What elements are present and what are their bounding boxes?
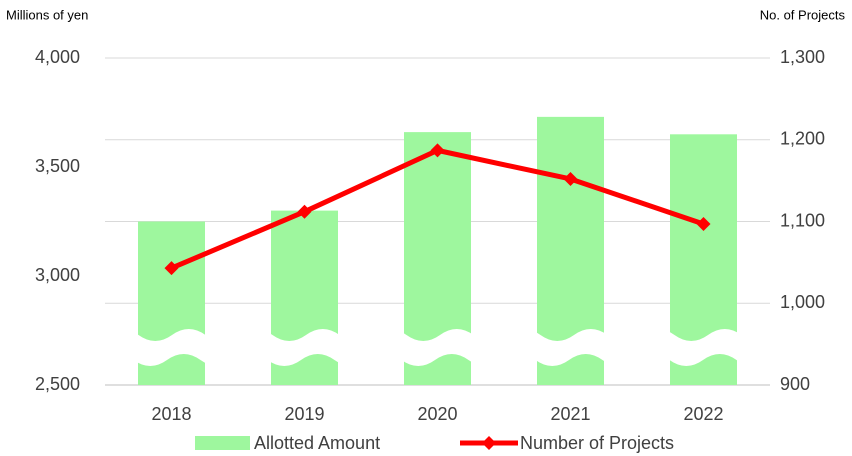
y2-axis-title: No. of Projects: [760, 7, 846, 22]
y-tick-label: 3,000: [35, 265, 80, 285]
y-tick-label: 2,500: [35, 374, 80, 394]
line-marker: [164, 261, 179, 276]
y2-tick-label: 1,300: [780, 47, 825, 67]
legend-label: Allotted Amount: [254, 433, 380, 453]
x-tick-label: 2018: [151, 404, 191, 424]
y-tick-label: 4,000: [35, 47, 80, 67]
line-marker: [297, 204, 312, 219]
line-marker: [430, 143, 445, 158]
y2-tick-label: 1,000: [780, 292, 825, 312]
y2-tick-label: 1,200: [780, 129, 825, 149]
y2-tick-label: 1,100: [780, 210, 825, 230]
axis-break: [100, 329, 775, 366]
x-tick-label: 2020: [417, 404, 457, 424]
x-tick-label: 2019: [284, 404, 324, 424]
line-marker: [696, 216, 711, 231]
legend-swatch: [195, 436, 250, 450]
line-marker: [563, 171, 578, 186]
legend-label: Number of Projects: [520, 433, 674, 453]
y-axis-title: Millions of yen: [6, 7, 88, 22]
x-tick-label: 2022: [683, 404, 723, 424]
x-tick-label: 2021: [550, 404, 590, 424]
legend-marker: [482, 436, 496, 450]
y2-tick-label: 900: [780, 374, 810, 394]
y-tick-label: 3,500: [35, 156, 80, 176]
